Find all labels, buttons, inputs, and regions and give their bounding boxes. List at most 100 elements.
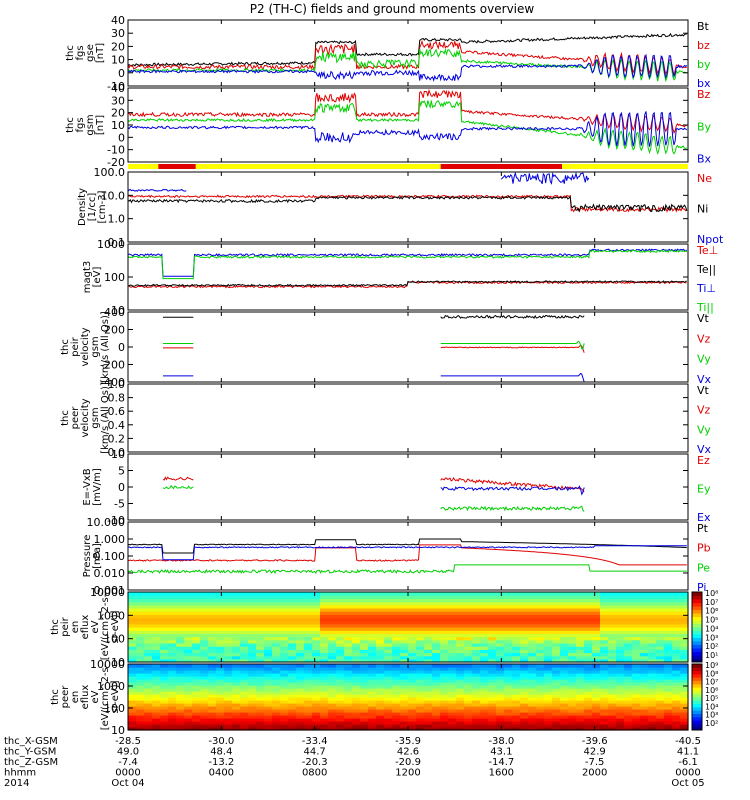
heatmap-cell xyxy=(608,636,617,641)
heatmap-cell xyxy=(400,673,409,677)
y-axis-label-line: thc xyxy=(65,45,76,61)
heatmap-cell xyxy=(464,623,473,628)
heatmap-cell xyxy=(480,639,489,644)
heatmap-cell xyxy=(512,667,521,671)
heatmap-cell xyxy=(544,721,553,725)
heatmap-cell xyxy=(200,670,209,674)
heatmap-cell xyxy=(360,700,369,704)
heatmap-cell xyxy=(480,595,489,599)
heatmap-cell xyxy=(328,727,337,731)
heatmap-cell xyxy=(648,694,657,698)
heatmap-cell xyxy=(648,667,657,671)
heatmap-cell xyxy=(456,697,465,701)
heatmap-cell xyxy=(472,655,481,660)
y-axis-label-line: [eV] xyxy=(92,267,103,288)
heatmap-cell xyxy=(480,636,489,641)
y-axis-label-line: sr-eV)] xyxy=(110,680,121,713)
heatmap-cell xyxy=(480,630,489,634)
heatmap-cell xyxy=(304,595,313,599)
heatmap-cell xyxy=(672,664,681,668)
y-tick-label: 20 xyxy=(111,107,125,120)
heatmap-cell xyxy=(600,682,609,686)
colorbar-step xyxy=(692,648,702,652)
heatmap-cell xyxy=(304,712,313,716)
heatmap-cell xyxy=(304,721,313,725)
heatmap-cell xyxy=(456,642,465,647)
heatmap-cell xyxy=(568,703,577,707)
series-line xyxy=(127,53,688,82)
heatmap-cell xyxy=(176,595,185,599)
heatmap-cell xyxy=(616,697,625,701)
heatmap-cell xyxy=(440,712,449,716)
heatmap-cell xyxy=(680,673,689,677)
x-axis-row-label: 2014 xyxy=(4,778,29,789)
heatmap-cell xyxy=(232,667,241,671)
heatmap-cell xyxy=(136,664,145,668)
heatmap-cell xyxy=(328,630,337,634)
colorbar-step xyxy=(692,599,702,603)
heatmap-cell xyxy=(520,700,529,704)
heatmap-cell xyxy=(416,620,425,625)
heatmap-cell xyxy=(328,636,337,641)
heatmap-cell xyxy=(616,627,625,631)
heatmap-cell xyxy=(536,639,545,644)
heatmap-cell xyxy=(656,700,665,704)
heatmap-cell xyxy=(456,694,465,698)
heatmap-cell xyxy=(648,679,657,683)
heatmap-cell xyxy=(280,633,289,638)
y-axis-label: thc fgs gsm [nT] xyxy=(65,114,106,135)
heatmap-cell xyxy=(288,649,297,654)
x-axis-value: 44.7 xyxy=(304,747,326,758)
heatmap-cell xyxy=(336,667,345,671)
heatmap-cell xyxy=(344,646,353,650)
heatmap-cell xyxy=(504,655,513,660)
heatmap-cell xyxy=(168,721,177,725)
heatmap-cell xyxy=(216,685,225,689)
heatmap-cell xyxy=(472,601,481,606)
heatmap-cell xyxy=(504,715,513,719)
heatmap-cell xyxy=(384,724,393,728)
heatmap-cell xyxy=(464,614,473,619)
heatmap-cell xyxy=(672,658,681,663)
heatmap-cell xyxy=(432,664,441,668)
heatmap-cell xyxy=(288,688,297,692)
heatmap-cell xyxy=(464,688,473,692)
heatmap-cell xyxy=(208,614,217,619)
heatmap-cell xyxy=(272,646,281,650)
heatmap-cell xyxy=(144,685,153,689)
heatmap-cell xyxy=(624,679,633,683)
heatmap-cell xyxy=(248,664,257,668)
heatmap-cell xyxy=(240,724,249,728)
heatmap-cell xyxy=(648,655,657,660)
heatmap-cell xyxy=(520,685,529,689)
heatmap-cell xyxy=(648,664,657,668)
heatmap-cell xyxy=(264,614,273,619)
heatmap-cell xyxy=(592,682,601,686)
heatmap-cell xyxy=(296,664,305,668)
heatmap-cell xyxy=(256,703,265,707)
heatmap-cell xyxy=(192,636,201,641)
heatmap-cell xyxy=(136,676,145,680)
heatmap-cell xyxy=(128,630,137,634)
heatmap-cell xyxy=(352,664,361,668)
heatmap-cell xyxy=(296,700,305,704)
heatmap-cell xyxy=(320,633,329,638)
heatmap-cell xyxy=(624,673,633,677)
heatmap-cell xyxy=(408,718,417,722)
heatmap-cell xyxy=(288,639,297,644)
heatmap-cell xyxy=(496,636,505,641)
heatmap-cell xyxy=(240,679,249,683)
heatmap-cell xyxy=(384,598,393,603)
heatmap-cell xyxy=(256,655,265,660)
heatmap-cell xyxy=(608,623,617,628)
heatmap-cell xyxy=(216,649,225,654)
heatmap-cell xyxy=(200,691,209,695)
heatmap-cell xyxy=(352,611,361,615)
heatmap-cell xyxy=(368,633,377,638)
heatmap-cell xyxy=(288,646,297,650)
heatmap-cell xyxy=(320,724,329,728)
heatmap-cell xyxy=(408,607,417,612)
heatmap-cell xyxy=(312,706,321,710)
heatmap-cell xyxy=(216,627,225,631)
heatmap-cell xyxy=(160,712,169,716)
